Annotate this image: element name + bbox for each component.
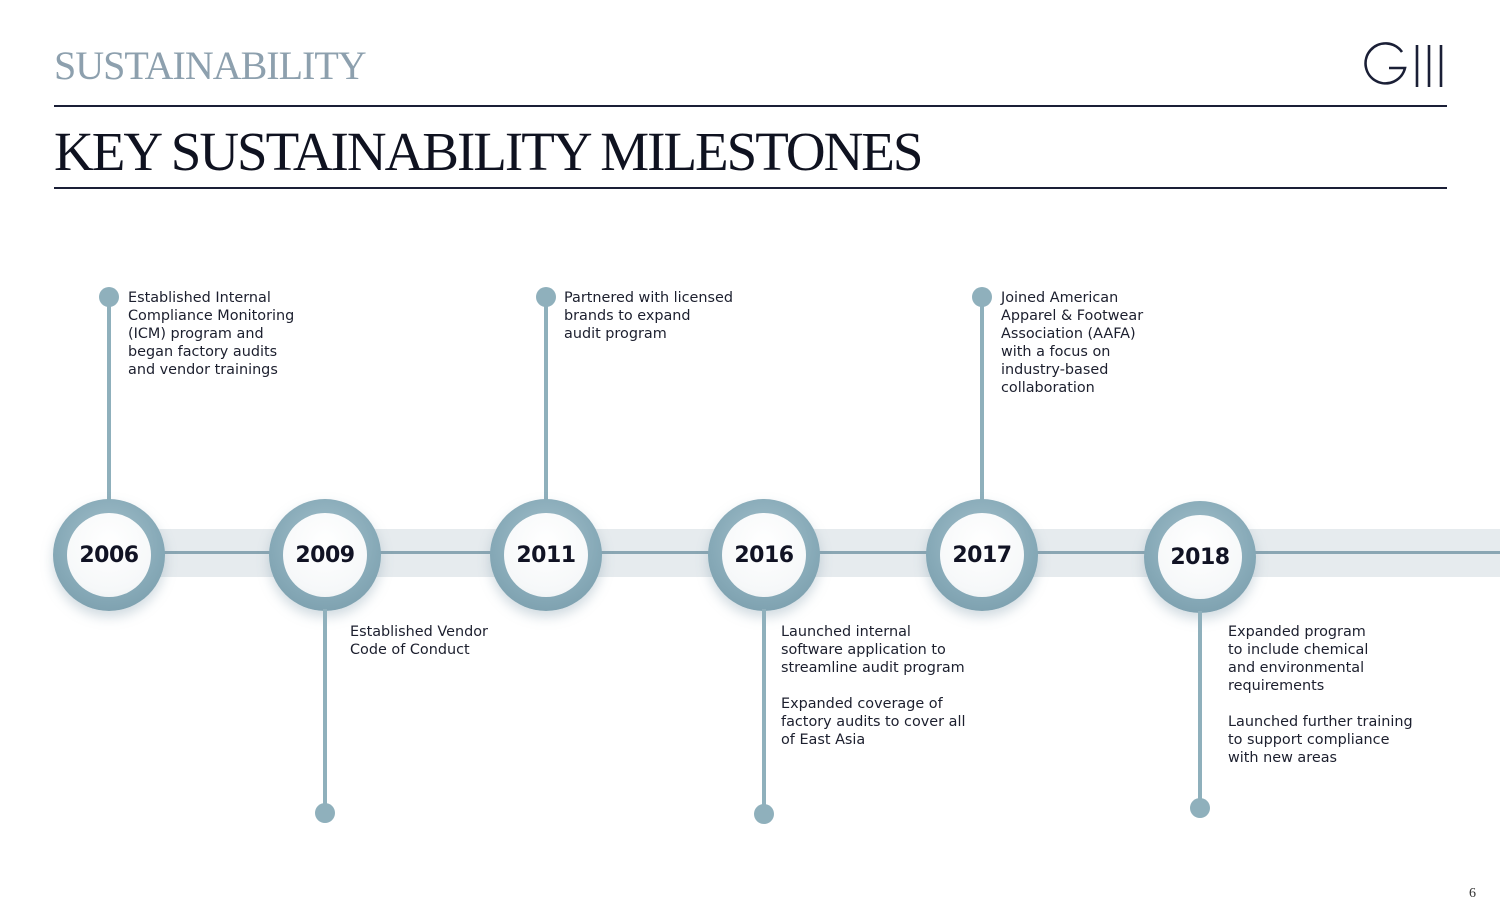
milestone-dot bbox=[99, 287, 119, 307]
milestone-marker: 2016 bbox=[708, 499, 820, 611]
milestone-description: Established Internal Compliance Monitori… bbox=[128, 290, 295, 378]
milestone-description: Joined American Apparel & Footwear Assoc… bbox=[1001, 290, 1144, 396]
milestone-connector bbox=[323, 609, 327, 811]
header-divider bbox=[54, 105, 1447, 107]
title-divider bbox=[54, 187, 1447, 189]
milestone-year: 2017 bbox=[952, 542, 1012, 568]
section-label: SUSTAINABILITY bbox=[54, 43, 367, 88]
milestone-dot bbox=[972, 287, 992, 307]
milestone-description: Expanded program to include chemical and… bbox=[1228, 624, 1413, 766]
milestone-dot bbox=[1190, 798, 1210, 818]
milestone-marker: 2009 bbox=[269, 499, 381, 611]
milestone-year: 2006 bbox=[79, 542, 139, 568]
milestone-dot bbox=[754, 804, 774, 824]
milestone-connector bbox=[980, 297, 984, 501]
milestone-dot bbox=[315, 803, 335, 823]
milestone-description: Launched internal software application t… bbox=[781, 624, 966, 748]
milestone-connector bbox=[1198, 611, 1202, 807]
milestone-marker: 2017 bbox=[926, 499, 1038, 611]
milestone-year: 2009 bbox=[295, 542, 355, 568]
page-title: KEY SUSTAINABILITY MILESTONES bbox=[54, 121, 923, 182]
milestone-marker: 2018 bbox=[1144, 501, 1256, 613]
giii-logo bbox=[1364, 42, 1443, 87]
milestone-dot bbox=[536, 287, 556, 307]
milestone-marker: 2006 bbox=[53, 499, 165, 611]
milestone-description: Established Vendor Code of Conduct bbox=[350, 624, 488, 658]
milestone-marker: 2011 bbox=[490, 499, 602, 611]
milestone-year: 2016 bbox=[734, 542, 794, 568]
page-number: 6 bbox=[1469, 886, 1476, 901]
milestone-connector bbox=[762, 609, 766, 812]
milestone-description: Partnered with licensed brands to expand… bbox=[564, 290, 734, 342]
milestone-year: 2011 bbox=[516, 542, 576, 568]
milestone-year: 2018 bbox=[1170, 544, 1230, 570]
milestone-connector bbox=[544, 297, 548, 501]
milestone-connector bbox=[107, 297, 111, 501]
